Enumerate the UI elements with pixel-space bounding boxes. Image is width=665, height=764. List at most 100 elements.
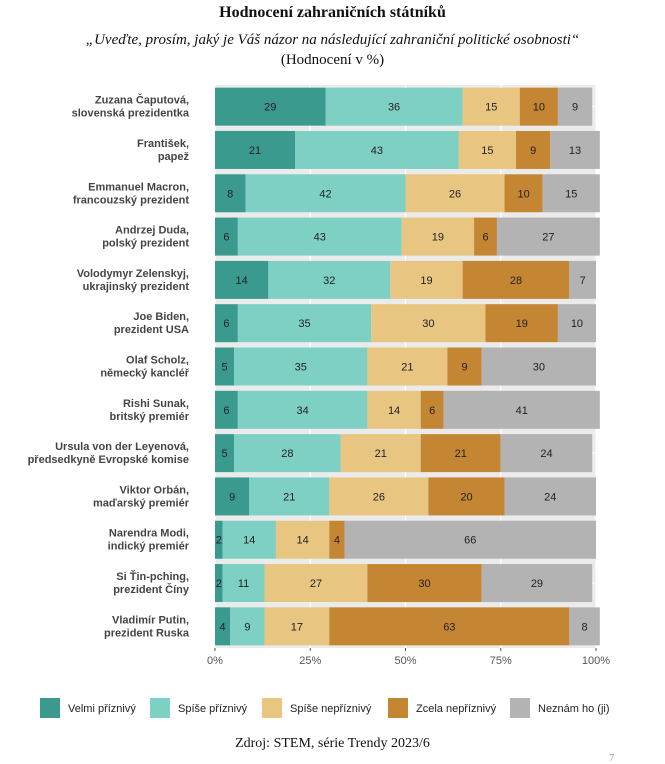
data-label: 14 [243, 535, 255, 547]
data-label: 35 [298, 318, 310, 330]
bar-segment [215, 130, 296, 169]
bar-segment [215, 174, 246, 213]
x-tick-label: 0% [207, 655, 223, 667]
bar-segment [481, 564, 593, 603]
bar-segment [569, 260, 596, 299]
data-label: 10 [533, 102, 545, 114]
source-note: Zdroj: STEM, série Trendy 2023/6 [235, 736, 430, 751]
chart-title: Hodnocení zahraničních státníků [219, 4, 446, 21]
category-label: francouzský prezident [73, 194, 189, 206]
bar-segment [215, 87, 326, 126]
bar-segment [428, 477, 505, 516]
category-label: Vladimír Putin, [112, 614, 189, 626]
data-label: 5 [221, 362, 227, 374]
data-label: 35 [295, 362, 307, 374]
data-label: 24 [540, 448, 552, 460]
bar-segment [344, 520, 596, 559]
bar-segment [234, 434, 341, 473]
bar-segment [367, 347, 448, 386]
bar-segment [215, 260, 269, 299]
data-label: 4 [334, 535, 340, 547]
bar-segment [401, 217, 475, 256]
x-tick-label: 50% [394, 655, 416, 667]
category-label: polský prezident [102, 238, 189, 250]
data-label: 19 [420, 275, 432, 287]
bar-segment [215, 304, 238, 343]
chart-unit-note: (Hodnocení v %) [280, 52, 385, 68]
bar-segment [390, 260, 463, 299]
data-label: 32 [323, 275, 335, 287]
bar-segment [504, 174, 543, 213]
legend-swatch [510, 698, 530, 718]
data-label: 14 [388, 405, 400, 417]
data-label: 6 [223, 318, 229, 330]
category-label: papež [158, 151, 190, 163]
legend-swatch [262, 698, 282, 718]
data-label: 21 [455, 448, 467, 460]
data-label: 29 [264, 102, 276, 114]
data-label: 2 [216, 535, 222, 547]
legend-swatch [150, 698, 170, 718]
data-label: 28 [510, 275, 522, 287]
bar-segment [485, 304, 558, 343]
bar-segment [215, 477, 250, 516]
data-label: 19 [432, 232, 444, 244]
page-number: 7 [609, 752, 615, 764]
bar-segment [215, 564, 223, 603]
bar-segment [237, 217, 402, 256]
bar-segment [215, 217, 238, 256]
data-label: 9 [572, 102, 578, 114]
bar-segment [222, 520, 276, 559]
data-label: 27 [310, 578, 322, 590]
bar-segment [234, 347, 368, 386]
bar-segment [481, 347, 596, 386]
bar-segment [340, 434, 421, 473]
bar-segment [325, 87, 463, 126]
data-label: 6 [223, 405, 229, 417]
data-label: 8 [582, 621, 588, 633]
data-label: 9 [229, 491, 235, 503]
category-label: Viktor Orbán, [120, 484, 189, 496]
data-label: 42 [319, 188, 331, 200]
data-label: 5 [221, 448, 227, 460]
data-label: 21 [283, 491, 295, 503]
data-label: 15 [485, 102, 497, 114]
category-label: Si Ťin-pching, [116, 570, 189, 583]
data-label: 30 [533, 362, 545, 374]
data-label: 43 [314, 232, 326, 244]
bar-segment [215, 520, 223, 559]
data-label: 36 [388, 102, 400, 114]
category-label: maďarský premiér [93, 497, 190, 509]
bar-segment [329, 477, 429, 516]
x-tick-label: 100% [582, 655, 610, 667]
data-label: 4 [220, 621, 226, 633]
data-label: 43 [371, 145, 383, 157]
category-label: Joe Biden, [133, 311, 189, 323]
data-label: 41 [516, 405, 528, 417]
data-label: 6 [482, 232, 488, 244]
data-label: 30 [418, 578, 430, 590]
data-label: 6 [429, 405, 435, 417]
data-label: 63 [443, 621, 455, 633]
category-label: ukrajinský prezident [83, 281, 190, 293]
data-label: 21 [375, 448, 387, 460]
data-label: 28 [281, 448, 293, 460]
data-label: 19 [516, 318, 528, 330]
category-label: Olaf Scholz, [126, 355, 189, 367]
category-label: Zuzana Čaputová, [95, 94, 189, 107]
bar-segment [249, 477, 330, 516]
data-label: 20 [460, 491, 472, 503]
data-label: 14 [297, 535, 309, 547]
data-label: 26 [373, 491, 385, 503]
bar-segment [222, 564, 265, 603]
bar-segment [420, 390, 444, 429]
data-label: 66 [464, 535, 476, 547]
bar-segment [264, 607, 330, 646]
data-label: 30 [422, 318, 434, 330]
bar-segment [329, 520, 345, 559]
category-label: britský premiér [110, 411, 190, 423]
bar-segment [462, 260, 570, 299]
bar-segment [264, 564, 368, 603]
category-label: Rishi Sunak, [123, 398, 189, 410]
